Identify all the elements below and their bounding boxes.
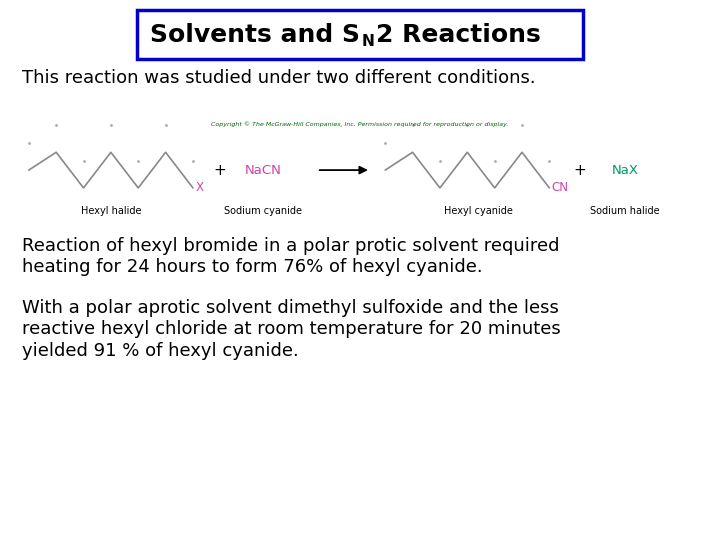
Text: heating for 24 hours to form 76% of hexyl cyanide.: heating for 24 hours to form 76% of hexy… [22,258,482,276]
Text: With a polar aprotic solvent dimethyl sulfoxide and the less: With a polar aprotic solvent dimethyl su… [22,299,559,317]
Text: +: + [573,163,586,178]
Text: Sodium halide: Sodium halide [590,206,660,217]
Text: Copyright © The McGraw-Hill Companies, Inc. Permission required for reproduction: Copyright © The McGraw-Hill Companies, I… [211,122,509,127]
Text: Reaction of hexyl bromide in a polar protic solvent required: Reaction of hexyl bromide in a polar pro… [22,237,559,255]
Text: yielded 91 % of hexyl cyanide.: yielded 91 % of hexyl cyanide. [22,342,298,360]
Text: NaCN: NaCN [244,164,282,177]
Text: +: + [213,163,226,178]
Text: NaX: NaX [611,164,639,177]
Text: Hexyl halide: Hexyl halide [81,206,142,217]
Text: reactive hexyl chloride at room temperature for 20 minutes: reactive hexyl chloride at room temperat… [22,320,560,339]
Text: This reaction was studied under two different conditions.: This reaction was studied under two diff… [22,69,535,87]
Text: 2 Reactions: 2 Reactions [376,23,541,46]
Text: Sodium cyanide: Sodium cyanide [224,206,302,217]
Text: Hexyl cyanide: Hexyl cyanide [444,206,513,217]
FancyBboxPatch shape [137,10,583,59]
Text: CN: CN [552,181,569,194]
Text: Solvents and S: Solvents and S [150,23,360,46]
Text: N: N [361,33,374,49]
Text: X: X [196,181,204,194]
